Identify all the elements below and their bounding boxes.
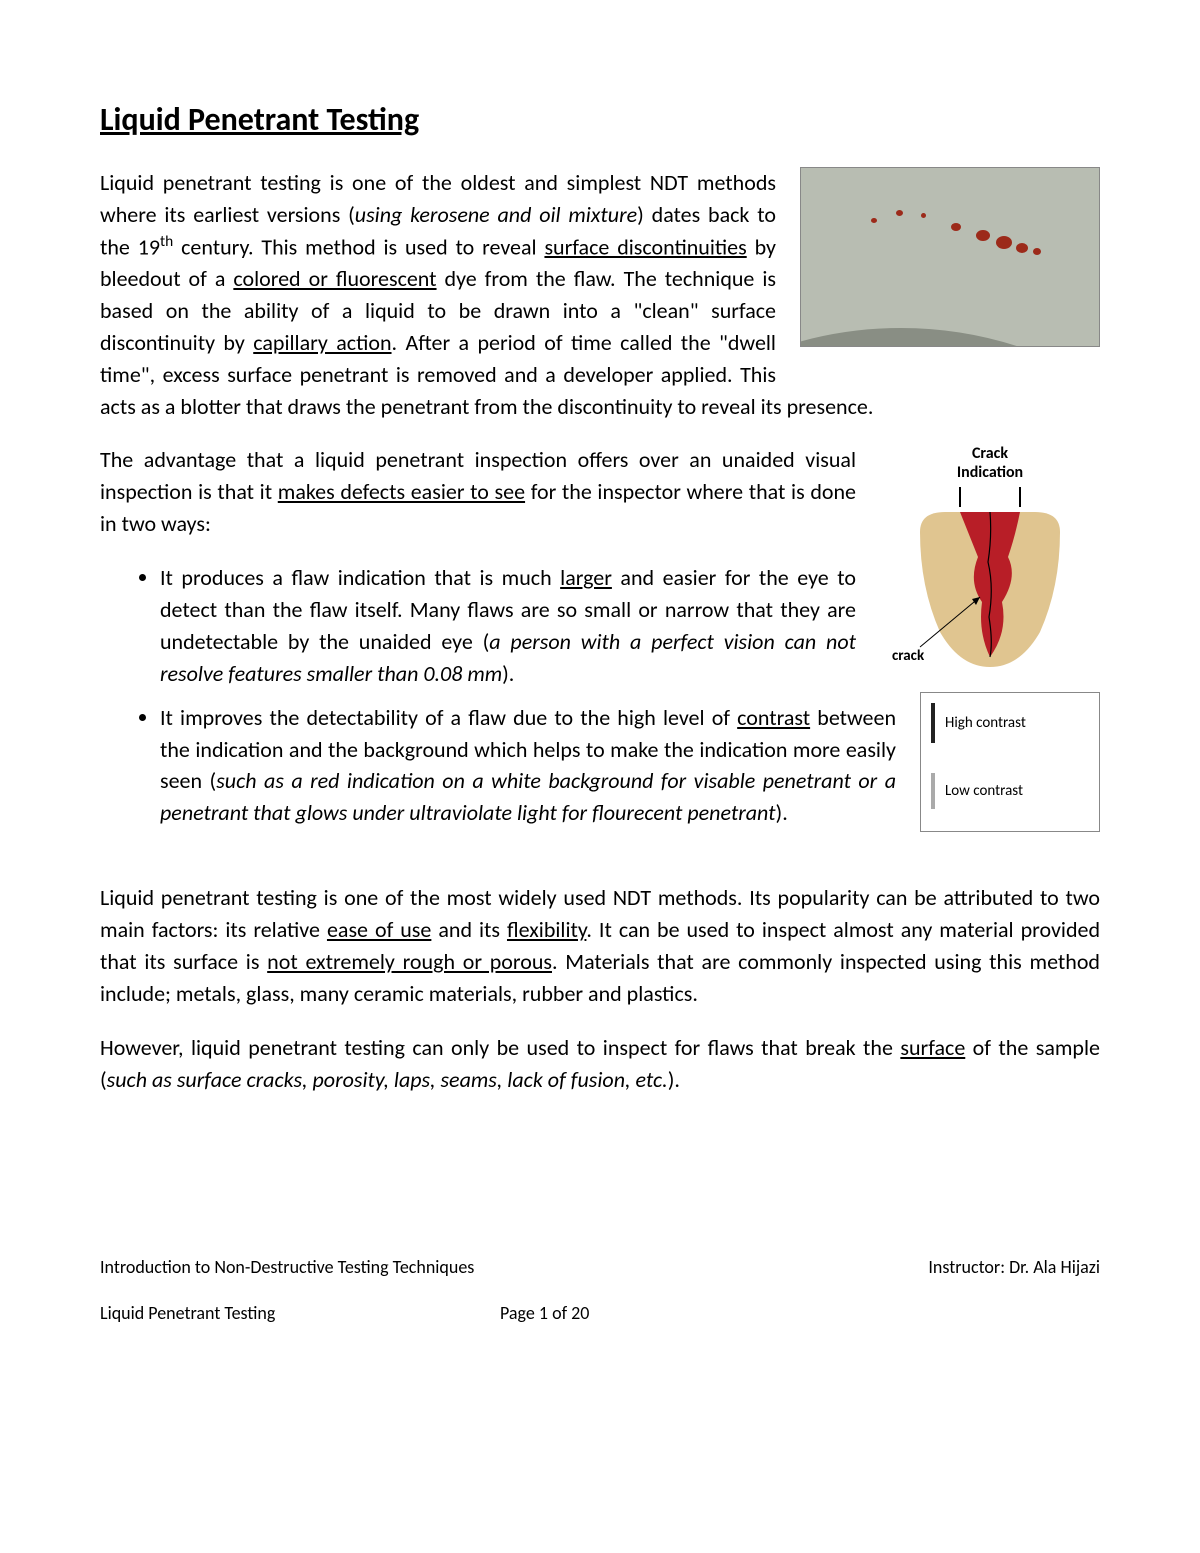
crack-arrow-label: crack bbox=[892, 647, 925, 665]
indication-dot bbox=[921, 213, 926, 218]
page-footer: Introduction to Non-Destructive Testing … bbox=[100, 1256, 1100, 1324]
text-underline: capillary action bbox=[253, 329, 391, 356]
text-underline: larger bbox=[560, 564, 612, 591]
crack-indication-diagram: Crack Indication crack bbox=[880, 444, 1100, 672]
diagram-label-line1: Crack bbox=[880, 444, 1100, 463]
indication-dot bbox=[1016, 243, 1028, 253]
indication-dot bbox=[896, 210, 903, 216]
text-italic: using kerosene and oil mixture bbox=[355, 201, 637, 228]
high-contrast-label: High contrast bbox=[945, 714, 1026, 732]
text: and its bbox=[431, 916, 507, 943]
contrast-diagram: High contrast Low contrast bbox=[920, 692, 1100, 832]
low-contrast-row: Low contrast bbox=[931, 773, 1089, 809]
crack-svg: crack bbox=[890, 482, 1090, 672]
high-contrast-row: High contrast bbox=[931, 703, 1089, 743]
text-underline: makes defects easier to see bbox=[278, 478, 525, 505]
low-contrast-label: Low contrast bbox=[945, 782, 1023, 800]
text: ). bbox=[776, 799, 788, 826]
text-underline: flexibility bbox=[507, 916, 586, 943]
text-underline: colored or fluorescent bbox=[233, 265, 436, 292]
penetrant-photo bbox=[800, 167, 1100, 347]
text-underline: surface bbox=[900, 1034, 965, 1061]
text: ). bbox=[502, 660, 514, 687]
popularity-paragraph: Liquid penetrant testing is one of the m… bbox=[100, 882, 1100, 1010]
text: It produces a flaw indication that is mu… bbox=[160, 564, 560, 591]
footer-chapter: Liquid Penetrant Testing bbox=[100, 1302, 500, 1324]
high-contrast-bar bbox=[931, 703, 935, 743]
indication-dot bbox=[976, 230, 990, 241]
footer-course: Introduction to Non-Destructive Testing … bbox=[100, 1256, 474, 1278]
text: However, liquid penetrant testing can on… bbox=[100, 1034, 900, 1061]
text-underline: surface discontinuities bbox=[544, 233, 746, 260]
indication-dot bbox=[871, 218, 877, 223]
limitation-paragraph: However, liquid penetrant testing can on… bbox=[100, 1032, 1100, 1096]
page-title: Liquid Penetrant Testing bbox=[100, 100, 1100, 139]
indication-dot bbox=[1033, 248, 1041, 255]
indication-dot bbox=[951, 223, 961, 231]
text-underline: ease of use bbox=[327, 916, 431, 943]
text: ). bbox=[668, 1066, 680, 1093]
text: century. This method is used to reveal bbox=[173, 233, 544, 260]
text-italic: such as surface cracks, porosity, laps, … bbox=[107, 1066, 668, 1093]
diagram-label-line2: Indication bbox=[880, 463, 1100, 482]
text: It improves the detectability of a flaw … bbox=[160, 704, 737, 731]
superscript: th bbox=[160, 232, 173, 251]
text-underline: contrast bbox=[737, 704, 810, 731]
footer-instructor: Instructor: Dr. Ala Hijazi bbox=[928, 1256, 1100, 1278]
low-contrast-bar bbox=[931, 773, 935, 809]
text-underline: not extremely rough or porous bbox=[267, 948, 552, 975]
indication-dot bbox=[996, 236, 1012, 249]
footer-page: Page 1 of 20 bbox=[500, 1302, 800, 1324]
